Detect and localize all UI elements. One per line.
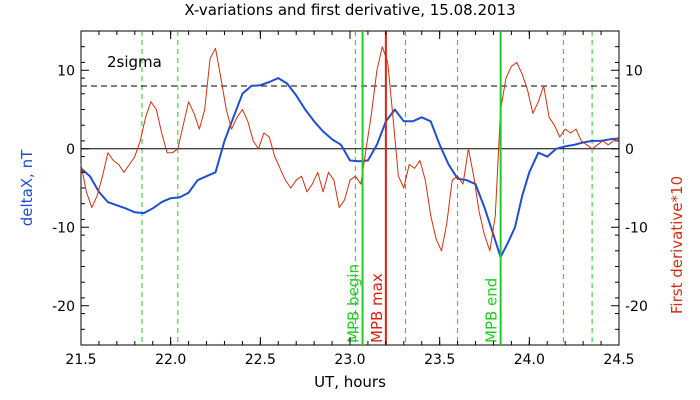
tick-labels: 21.5 22.0 22.5 23.0 23.5 24.0 24.5 -20 -20 -10 -10… — [52, 63, 648, 368]
y-tick-label-left-0: -20 — [52, 299, 75, 315]
chart-title: X-variations and first derivative, 15.08… — [184, 1, 515, 19]
x-tick-label-5: 24.0 — [514, 352, 545, 368]
y-axis-label-right: First derivative*10 — [668, 176, 686, 314]
y-axis-label-left: deltaX, nT — [18, 149, 36, 226]
vertical-markers: MPB begin MPB max MPB end — [345, 31, 502, 345]
axis-ticks — [80, 30, 620, 346]
y-tick-label-left-3: 10 — [57, 63, 75, 79]
reference-lines — [81, 85, 619, 150]
y-tick-label-right-0: -20 — [625, 299, 648, 315]
x-tick-label-6: 24.5 — [603, 352, 634, 368]
series-derivative — [80, 46, 620, 252]
x-tick-label-4: 23.5 — [424, 352, 455, 368]
y-tick-label-left-1: -10 — [52, 220, 75, 236]
y-tick-label-right-3: 10 — [625, 63, 643, 79]
series-layer — [80, 46, 620, 259]
x-tick-label-0: 21.5 — [65, 352, 96, 368]
x-axis-label: UT, hours — [314, 373, 386, 391]
mpb-marker-label-1: MPB max — [368, 273, 386, 343]
series-deltaX — [80, 77, 620, 259]
two-sigma-label: 2sigma — [107, 53, 162, 71]
mpb-marker-label-2: MPB end — [483, 278, 501, 343]
y-tick-label-left-2: 0 — [66, 142, 75, 158]
x-tick-label-2: 22.5 — [245, 352, 276, 368]
dashed-markers — [141, 31, 593, 345]
mpb-marker-label-0: MPB begin — [345, 264, 363, 343]
y-tick-label-right-1: -10 — [625, 220, 648, 236]
x-tick-label-1: 22.0 — [155, 352, 186, 368]
y-tick-label-right-2: 0 — [625, 142, 634, 158]
x-tick-label-3: 23.0 — [334, 352, 365, 368]
